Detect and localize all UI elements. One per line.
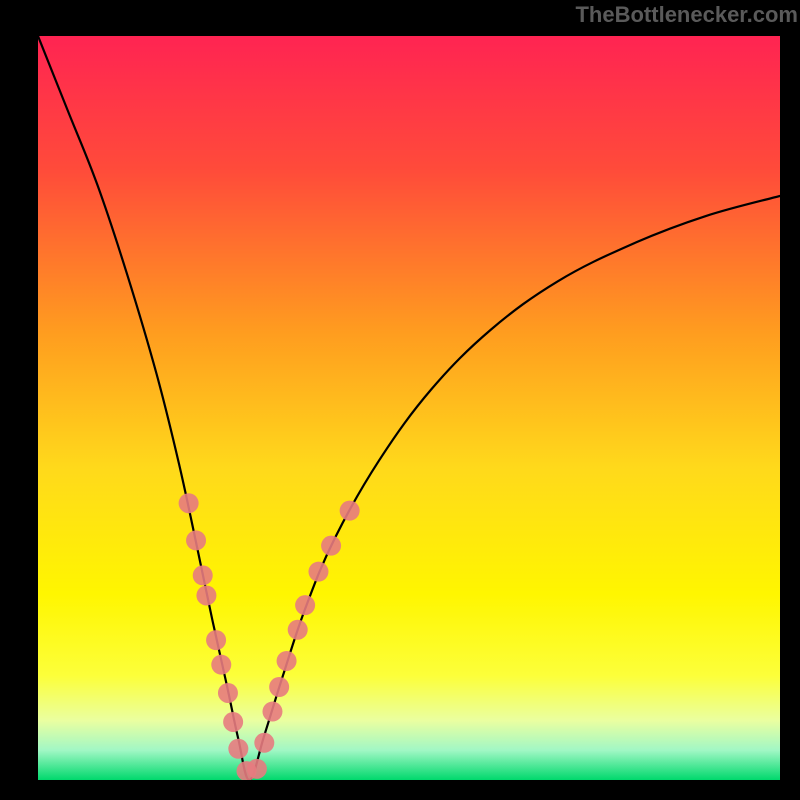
data-marker: [218, 683, 238, 703]
gradient-background: [38, 36, 780, 780]
data-marker: [254, 733, 274, 753]
data-marker: [321, 536, 341, 556]
data-marker: [295, 595, 315, 615]
chart-svg: [38, 36, 780, 780]
watermark-text: TheBottlenecker.com: [575, 2, 798, 28]
data-marker: [269, 677, 289, 697]
data-marker: [247, 759, 267, 779]
data-marker: [308, 562, 328, 582]
data-marker: [288, 620, 308, 640]
data-marker: [228, 739, 248, 759]
data-marker: [277, 651, 297, 671]
data-marker: [186, 530, 206, 550]
data-marker: [223, 712, 243, 732]
data-marker: [340, 501, 360, 521]
chart-plot-area: [38, 36, 780, 780]
data-marker: [262, 702, 282, 722]
data-marker: [193, 565, 213, 585]
data-marker: [179, 493, 199, 513]
data-marker: [196, 585, 216, 605]
data-marker: [206, 630, 226, 650]
data-marker: [211, 655, 231, 675]
